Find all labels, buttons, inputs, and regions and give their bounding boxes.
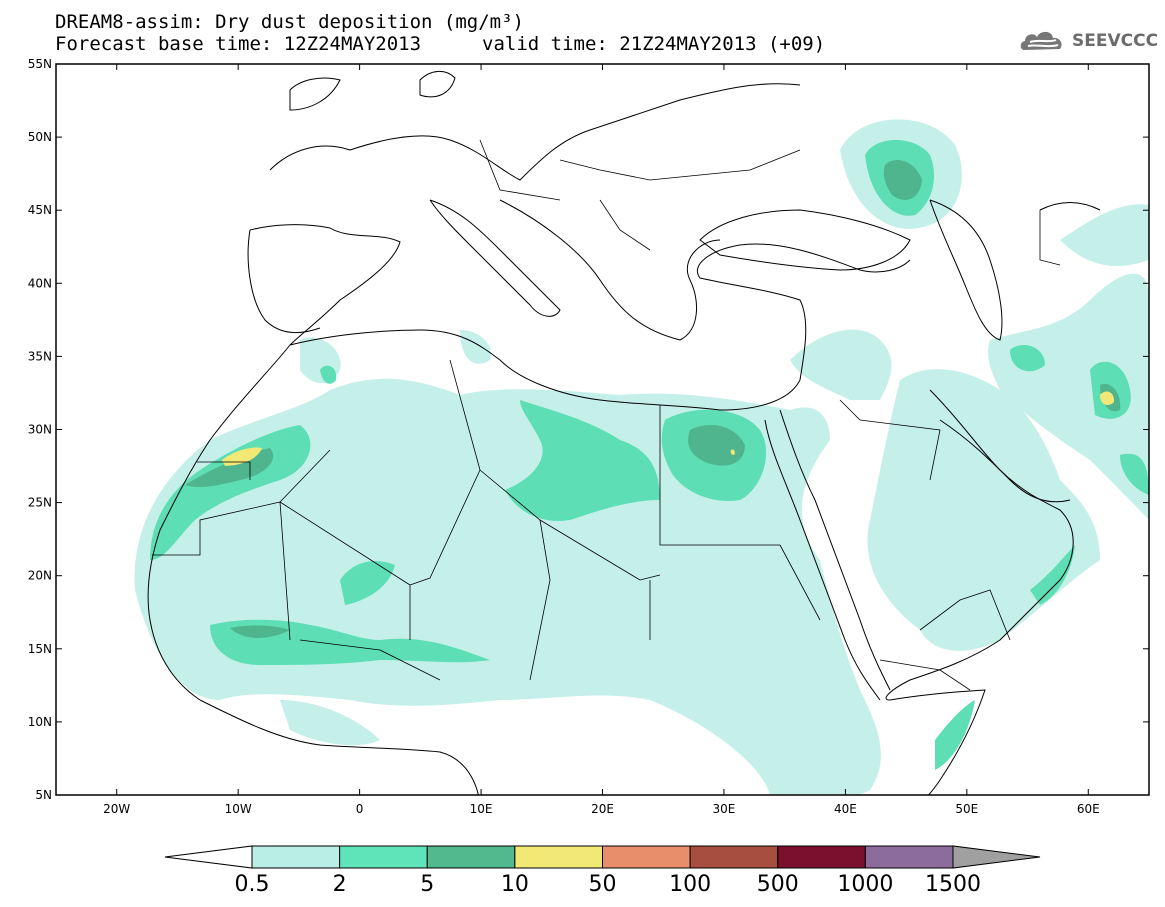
lat-label: 5N [35,788,52,802]
lon-label: 20E [591,802,614,816]
latitude-labels: 5N 10N 15N 20N 25N 30N 35N 40N 45N 50N 55N [28,57,1149,802]
colorbar-over-triangle [952,845,1041,869]
colorbar: 0.5 2 5 10 50 100 500 1000 1500 [164,845,1041,897]
colorbar-label: 1000 [837,872,893,897]
colorbar-under-triangle [164,845,253,869]
lon-label: 10W [225,802,252,816]
valid-time: valid time: 21Z24MAY2013 (+09) [482,33,826,55]
colorbar-label: 50 [589,872,617,897]
lon-label: 0 [356,802,364,816]
lat-label: 35N [28,349,52,363]
colorbar-label: 2 [333,872,347,897]
colorbar-swatch [602,845,691,869]
colorbar-label: 10 [501,872,529,897]
map-title: DREAM8-assim: Dry dust deposition (mg/m³… [55,11,524,33]
colorbar-swatch [514,845,603,869]
lat-label: 20N [28,569,52,583]
dust-deposition-field [134,119,1149,795]
lat-label: 50N [28,130,52,144]
lon-label: 60E [1077,802,1100,816]
lon-label: 50E [955,802,978,816]
colorbar-swatch [339,845,428,869]
longitude-labels: 20W 10W 0 10E 20E 30E 40E 50E 60E [103,64,1100,816]
lon-label: 20W [103,802,130,816]
country-borders [152,139,1061,691]
lat-label: 55N [28,57,52,71]
colorbar-label: 1500 [925,872,981,897]
lon-label: 30E [713,802,736,816]
lon-label: 40E [834,802,857,816]
forecast-base-time: Forecast base time: 12Z24MAY2013 [55,33,422,55]
colorbar-label: 5 [420,872,434,897]
lat-label: 40N [28,276,52,290]
lat-label: 25N [28,496,52,510]
colorbar-swatch [251,845,341,869]
colorbar-swatch [864,845,954,869]
lat-label: 45N [28,203,52,217]
colorbar-swatch [689,845,779,869]
colorbar-swatch [777,845,866,869]
colorbar-label: 100 [669,872,711,897]
lat-label: 30N [28,423,52,437]
lat-label: 15N [28,642,52,656]
seevccc-logo: SEEVCCC [1018,24,1158,58]
lon-label: 10E [470,802,493,816]
colorbar-label: 500 [757,872,799,897]
cloud-icon [1020,31,1062,50]
colorbar-swatch [426,845,516,869]
coastlines [147,71,1101,795]
lat-label: 10N [28,715,52,729]
logo-text: SEEVCCC [1072,31,1159,51]
colorbar-label: 0.5 [235,872,270,897]
